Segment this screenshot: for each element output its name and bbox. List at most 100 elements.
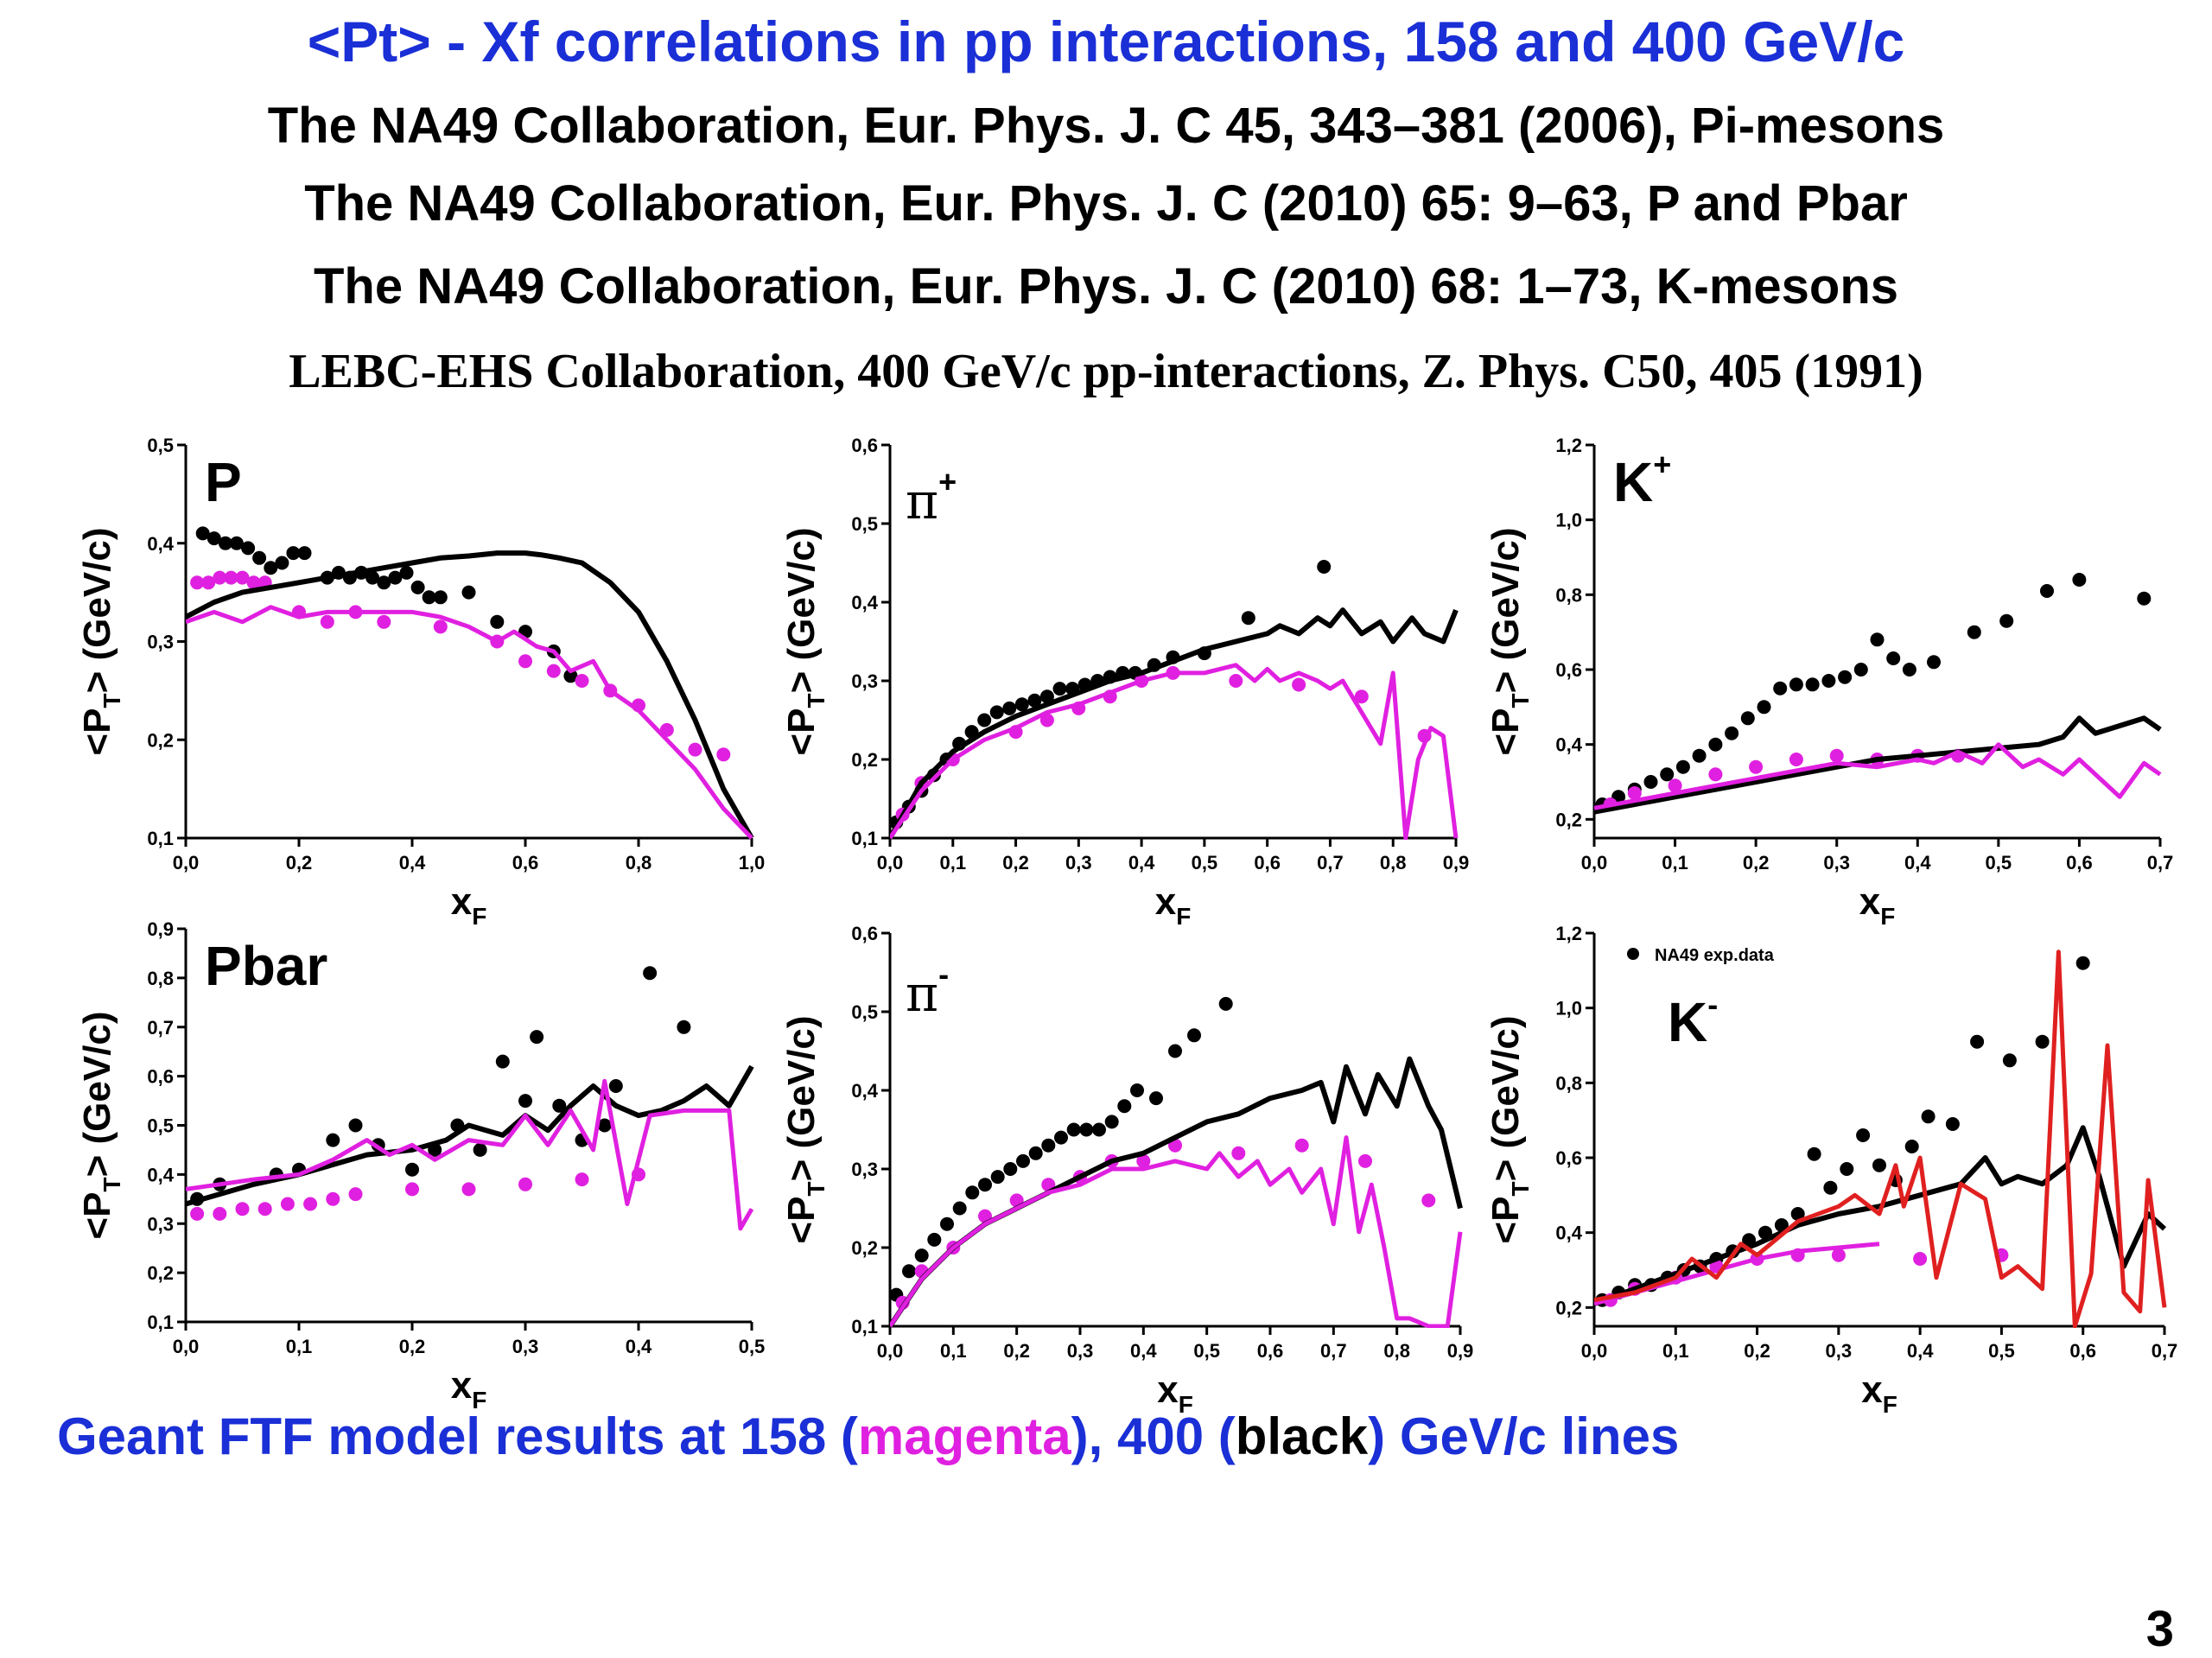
series-line xyxy=(890,663,1459,840)
x-tick-label: 0,0 xyxy=(173,1336,200,1357)
data-point xyxy=(1840,1162,1854,1176)
y-axis-title: <PT> (GeV/c) xyxy=(76,1011,125,1239)
data-point xyxy=(490,614,505,629)
data-point xyxy=(977,713,992,727)
data-point xyxy=(1003,1162,1018,1176)
data-point xyxy=(473,1142,487,1157)
x-tick-label: 0,3 xyxy=(1067,1340,1094,1362)
data-point xyxy=(326,1133,340,1147)
y-tick-label: 0,8 xyxy=(147,968,174,989)
data-point xyxy=(207,531,221,546)
x-tick-label: 0,2 xyxy=(1743,852,1770,873)
data-point xyxy=(320,614,334,629)
y-axis-title-sub: T xyxy=(99,693,125,708)
data-point xyxy=(410,580,425,594)
data-point xyxy=(1886,651,1901,665)
data-point xyxy=(965,1185,980,1200)
data-point xyxy=(1805,677,1820,692)
legend-marker xyxy=(1627,948,1639,960)
y-tick-label: 0,5 xyxy=(851,1001,878,1023)
y-axis-title-rest: > (GeV/c) xyxy=(780,1015,823,1181)
y-axis-title-rest: > (GeV/c) xyxy=(76,527,118,693)
x-tick-label: 0,6 xyxy=(1254,852,1281,873)
panel-label-sup: + xyxy=(1653,447,1671,482)
y-tick-label: 0,3 xyxy=(147,1213,174,1235)
data-point xyxy=(433,619,448,634)
y-tick-label: 0,4 xyxy=(851,592,878,613)
plot-area xyxy=(1594,573,2162,815)
panel-label: π- xyxy=(906,956,949,1023)
data-point xyxy=(1789,677,1803,692)
x-tick-label: 0,2 xyxy=(399,1336,426,1357)
data-point xyxy=(978,1178,992,1192)
y-tick-label: 0,2 xyxy=(1555,1297,1582,1318)
y-tick-label: 0,2 xyxy=(147,729,174,751)
data-point xyxy=(1039,689,1054,704)
chart-panel-pbar: 0,0 0,1 0,2 0,3 0,4 0,5 0,1 0,2 0,3 0,4 0,5 0,6 0,7 0… xyxy=(76,918,765,1413)
y-tick-label: 0,7 xyxy=(147,1017,174,1039)
data-point xyxy=(1187,1028,1201,1043)
x-tick-label: 0,1 xyxy=(939,852,966,873)
footer-black-word: black xyxy=(1235,1407,1369,1465)
data-point xyxy=(1231,1146,1246,1160)
data-point xyxy=(1725,726,1739,740)
legend-label: NA49 exp.data xyxy=(1655,946,1775,965)
x-axis-title: xF xyxy=(1155,880,1192,930)
data-point xyxy=(1079,1122,1094,1137)
data-point xyxy=(2137,591,2152,606)
series-line xyxy=(186,605,753,840)
data-point xyxy=(1927,655,1941,670)
x-axis-title: xF xyxy=(1861,1369,1897,1418)
data-point xyxy=(1870,632,1885,647)
x-tick-label: 0,5 xyxy=(1192,852,1218,873)
series-line xyxy=(1594,950,2167,1328)
chart-panel-kplus: 0,0 0,1 0,2 0,3 0,4 0,5 0,6 0,7 0,2 0,4 0,6 0,8 1,0 1… xyxy=(1484,435,2173,930)
data-point xyxy=(2035,1034,2050,1049)
page-title: <Pt> - Xf correlations in pp interaction… xyxy=(307,10,1905,73)
data-point xyxy=(552,1098,567,1113)
x-axis-title-sub: F xyxy=(1176,903,1191,930)
data-point xyxy=(213,1206,227,1221)
data-point xyxy=(2040,584,2054,598)
data-point xyxy=(252,550,267,565)
series-line xyxy=(186,1078,754,1231)
data-point xyxy=(1740,711,1755,726)
x-tick-label: 0,0 xyxy=(877,852,904,873)
y-axis-title: <PT> (GeV/c) xyxy=(780,1015,830,1243)
data-point xyxy=(297,546,312,561)
data-point xyxy=(461,585,476,600)
x-axis-title: xF xyxy=(1859,880,1896,930)
x-tick-label: 0,8 xyxy=(1380,852,1407,873)
data-point xyxy=(405,1162,419,1177)
reference-line: LEBC-EHS Collaboration, 400 GeV/c pp-int… xyxy=(289,345,1923,398)
x-tick-label: 0,0 xyxy=(1581,1340,1608,1362)
data-point xyxy=(257,1202,272,1217)
x-tick-label: 0,0 xyxy=(173,852,200,873)
x-tick-label: 0,3 xyxy=(512,1336,539,1357)
series-line xyxy=(1594,742,2162,810)
data-point xyxy=(1970,1034,1985,1049)
data-point xyxy=(1149,1091,1163,1106)
data-point xyxy=(1317,560,1332,574)
y-axis-title: <PT> (GeV/c) xyxy=(1484,527,1534,755)
y-tick-label: 0,4 xyxy=(147,533,174,555)
y-tick-label: 0,4 xyxy=(1555,734,1582,756)
data-point xyxy=(2002,1053,2017,1068)
data-point xyxy=(1092,1122,1106,1137)
plot-area xyxy=(890,560,1459,840)
data-point xyxy=(1872,1158,1886,1172)
data-point xyxy=(677,1020,691,1034)
y-tick-label: 0,3 xyxy=(147,632,174,653)
y-tick-label: 0,1 xyxy=(851,1316,878,1337)
data-point xyxy=(1218,996,1233,1011)
data-point xyxy=(990,1170,1005,1185)
y-tick-label: 0,3 xyxy=(851,1159,878,1180)
data-point xyxy=(1999,613,2014,628)
reference-line: The NA49 Collaboration, Eur. Phys. J. C … xyxy=(304,175,1908,232)
x-tick-label: 0,8 xyxy=(626,852,652,873)
data-point xyxy=(1039,713,1054,727)
y-axis-title-rest: > (GeV/c) xyxy=(1484,1015,1527,1181)
data-point xyxy=(348,1118,363,1133)
x-tick-label: 0,6 xyxy=(512,852,539,873)
data-point xyxy=(190,575,205,590)
